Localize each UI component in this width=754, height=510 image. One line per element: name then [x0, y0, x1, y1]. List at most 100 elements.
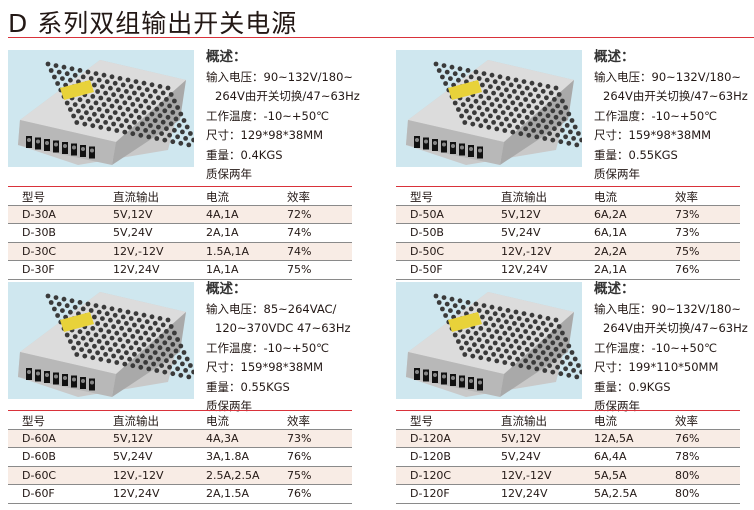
spec-size: 尺寸：199*110*50MM — [594, 360, 719, 374]
spec-temp: 工作温度：-10~+50℃ — [206, 340, 330, 355]
table-cell: 2A,2A — [594, 244, 627, 258]
table-row: D-120B 5V,24V 6A,4A 78% — [396, 448, 740, 467]
spec-warranty: 质保两年 — [594, 167, 640, 181]
table-header: 型号 直流输出 电流 效率 — [396, 187, 740, 206]
table-cell: 12V,24V — [501, 263, 548, 276]
column-header: 效率 — [287, 190, 310, 204]
power-supply-image — [8, 282, 194, 399]
column-header: 型号 — [22, 190, 45, 204]
table-cell: 74% — [287, 244, 312, 258]
table-cell: 12V,-12V — [113, 244, 164, 258]
table-row: D-60F 12V,24V 2A,1.5A 76% — [8, 485, 352, 504]
table-cell: 75% — [675, 244, 700, 258]
table-cell: D-30B — [22, 226, 56, 239]
spec-input: 输入电压：90~132V/180~ — [594, 301, 742, 316]
table-cell: D-60B — [22, 450, 56, 463]
table-cell: D-50B — [410, 226, 444, 239]
column-header: 直流输出 — [501, 414, 547, 428]
table-cell: 74% — [287, 226, 312, 239]
table-row: D-120C 12V,-12V 5A,5A 80% — [396, 466, 740, 485]
table-cell: D-60F — [22, 487, 55, 500]
table-cell: 12V,24V — [113, 487, 160, 500]
table-cell: 5V,24V — [113, 226, 153, 239]
column-header: 型号 — [22, 414, 45, 428]
table-cell: 5A,2.5A — [594, 487, 638, 500]
table-row: D-50A 5V,12V 6A,2A 73% — [396, 205, 740, 224]
table-cell: 12V,-12V — [501, 468, 552, 482]
product-panel: 概述： 输入电压：90~132V/180~ 264V由开关切换/47~63Hz 工作温… — [8, 48, 360, 280]
table-cell: 2A,1A — [594, 263, 627, 276]
spec-warranty: 质保两年 — [206, 167, 252, 181]
table-cell: 73% — [675, 226, 700, 239]
table-row: D-120F 12V,24V 5A,2.5A 80% — [396, 485, 740, 504]
table-row: D-50C 12V,-12V 2A,2A 75% — [396, 242, 740, 261]
model-table: 型号 直流输出 电流 效率 D-30A 5V,12V 4A,1A 72% D-30B 5V,24V… — [8, 186, 352, 280]
table-cell: 12V,24V — [501, 487, 548, 500]
power-supply-image — [396, 282, 582, 399]
spec-input: 输入电压：90~132V/180~ — [206, 69, 354, 84]
table-cell: D-120C — [410, 468, 452, 482]
spec-heading: 概述： — [594, 49, 635, 65]
table-cell: 3A,1.8A — [206, 450, 250, 463]
page-title: D 系列双组输出开关电源 — [8, 9, 298, 38]
table-cell: 75% — [287, 468, 312, 482]
table-cell: D-120A — [410, 431, 451, 445]
spec-list: 概述： 输入电压：85~264VAC/120~370VDC 47~63Hz 工作温度… — [206, 280, 351, 417]
table-cell: 73% — [287, 431, 312, 445]
table-cell: D-50A — [410, 207, 444, 221]
spec-input-cont: 264V由开关切换/47~63Hz — [603, 89, 748, 103]
column-header: 效率 — [675, 414, 698, 428]
column-header: 电流 — [594, 414, 617, 428]
table-cell: 2.5A,2.5A — [206, 468, 260, 482]
spec-weight: 重量：0.4KGS — [206, 147, 283, 162]
table-cell: 75% — [287, 263, 312, 276]
table-cell: 80% — [675, 487, 700, 500]
table-cell: 5V,12V — [501, 431, 541, 445]
spec-heading: 概述： — [206, 281, 247, 297]
spec-list: 概述： 输入电压：90~132V/180~ 264V由开关切换/47~63Hz 工作温… — [594, 48, 748, 185]
table-cell: 76% — [675, 263, 700, 276]
spec-weight: 重量：0.55KGS — [594, 147, 678, 162]
table-cell: D-120B — [410, 450, 451, 463]
table-cell: 5V,24V — [501, 226, 541, 239]
table-cell: D-50C — [410, 244, 445, 258]
table-row: D-30C 12V,-12V 1.5A,1A 74% — [8, 242, 352, 261]
table-cell: 12V,-12V — [113, 468, 164, 482]
table-cell: 12V,-12V — [501, 244, 552, 258]
table-cell: D-30C — [22, 244, 57, 258]
table-header: 型号 直流输出 电流 效率 — [396, 411, 740, 430]
table-cell: 2A,1A — [206, 226, 239, 239]
table-cell: 2A,1.5A — [206, 487, 250, 500]
table-row: D-60B 5V,24V 3A,1.8A 76% — [8, 448, 352, 467]
table-row: D-30A 5V,12V 4A,1A 72% — [8, 205, 352, 224]
column-header: 直流输出 — [501, 190, 547, 204]
column-header: 电流 — [206, 414, 229, 428]
table-cell: 76% — [287, 450, 312, 463]
table-row: D-60A 5V,12V 4A,3A 73% — [8, 429, 352, 448]
product-panel: 概述： 输入电压：90~132V/180~ 264V由开关切换/47~63Hz 工作温… — [396, 48, 748, 280]
table-row: D-50B 5V,24V 6A,1A 73% — [396, 224, 740, 243]
spec-input: 输入电压：85~264VAC/ — [206, 301, 337, 316]
table-row: D-60C 12V,-12V 2.5A,2.5A 75% — [8, 466, 352, 485]
spec-size: 尺寸：129*98*38MM — [206, 128, 324, 142]
table-cell: 5V,24V — [113, 450, 153, 463]
table-cell: 12A,5A — [594, 431, 634, 445]
spec-size: 尺寸：159*98*38MM — [594, 128, 712, 142]
table-cell: 5V,12V — [113, 431, 153, 445]
table-cell: D-120F — [410, 487, 450, 500]
spec-input-cont: 264V由开关切换/47~63Hz — [603, 321, 748, 335]
column-header: 型号 — [410, 190, 433, 204]
column-header: 电流 — [594, 190, 617, 204]
power-supply-image — [8, 50, 194, 167]
table-row: D-50F 12V,24V 2A,1A 76% — [396, 261, 740, 280]
table-cell: D-60A — [22, 431, 56, 445]
table-row: D-30B 5V,24V 2A,1A 74% — [8, 224, 352, 243]
table-cell: 6A,2A — [594, 207, 627, 221]
table-header: 型号 直流输出 电流 效率 — [8, 411, 352, 430]
table-cell: 6A,4A — [594, 450, 627, 463]
table-cell: 5A,5A — [594, 468, 627, 482]
table-cell: 4A,3A — [206, 431, 239, 445]
table-cell: 76% — [287, 487, 312, 500]
spec-warranty: 质保两年 — [594, 399, 640, 413]
model-table: 型号 直流输出 电流 效率 D-120A 5V,12V 12A,5A 76% D-120B 5V,… — [396, 410, 740, 504]
